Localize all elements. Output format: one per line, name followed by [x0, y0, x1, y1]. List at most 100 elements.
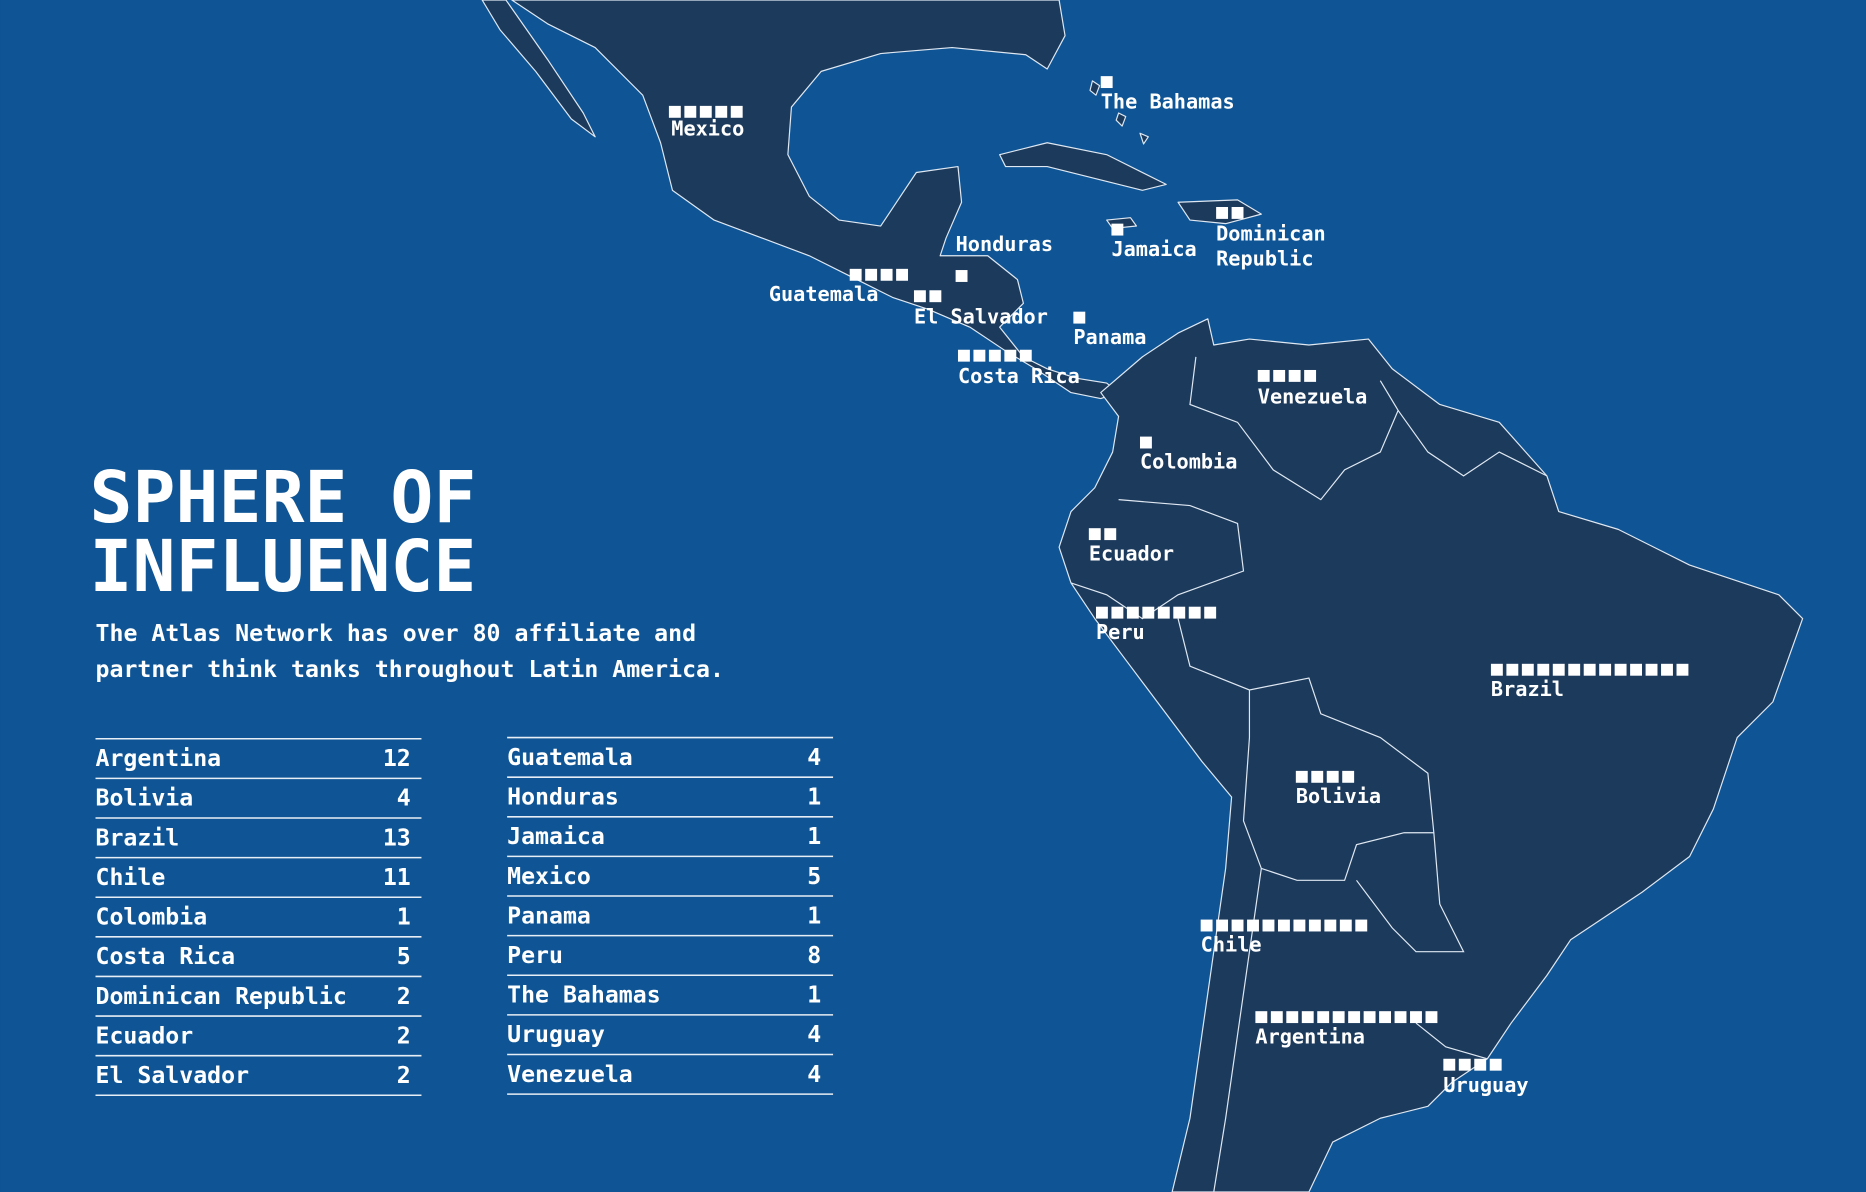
unit-square [1645, 663, 1658, 676]
unit-square [929, 290, 942, 303]
unit-square [1630, 663, 1643, 676]
unit-square [1111, 606, 1124, 619]
map-label: Honduras [955, 233, 1054, 257]
map-label: Peru [1095, 620, 1145, 645]
count-squares [913, 290, 942, 303]
country-count: 2 [397, 983, 411, 1010]
unit-square [1489, 1058, 1502, 1071]
unit-square [1004, 349, 1017, 362]
country-count: 5 [397, 943, 411, 970]
unit-square [1443, 1058, 1456, 1071]
unit-square [1614, 663, 1627, 676]
unit-square [1295, 770, 1308, 783]
map-label-box: Chile [1201, 934, 1262, 958]
unit-square [1521, 663, 1534, 676]
unit-square [1257, 369, 1270, 382]
map-label-box: Colombia [1139, 450, 1238, 475]
count-squares [1443, 1058, 1502, 1071]
unit-square [1019, 349, 1032, 362]
country-count: 12 [383, 745, 411, 772]
count-squares [1216, 206, 1244, 219]
map-label: El Salvador [913, 305, 1048, 330]
country-count: 4 [807, 1021, 821, 1048]
unit-square [1104, 528, 1117, 541]
unit-square [1216, 919, 1229, 932]
country-name: Chile [96, 864, 166, 891]
unit-square [1304, 369, 1317, 382]
unit-square [1599, 663, 1612, 676]
unit-square [1311, 770, 1324, 783]
unit-square [880, 268, 893, 281]
unit-square [849, 268, 862, 281]
unit-square [896, 268, 909, 281]
unit-square [1231, 919, 1244, 932]
country-name: Uruguay [507, 1021, 605, 1048]
unit-square [1095, 606, 1108, 619]
count-squares [1255, 1011, 1438, 1024]
unit-square [1425, 1011, 1438, 1024]
unit-square [1326, 770, 1339, 783]
unit-square [1231, 206, 1244, 219]
unit-square [715, 105, 728, 118]
unit-square [1339, 919, 1352, 932]
country-count: 8 [807, 942, 821, 969]
country-count: 2 [397, 1062, 411, 1089]
count-squares [1490, 663, 1689, 676]
unit-square [1348, 1011, 1361, 1024]
count-squares [1295, 770, 1355, 783]
map-label-box: Brazil [1491, 678, 1564, 702]
country-name: Dominican Republic [96, 983, 347, 1010]
map-label-box: Argentina [1255, 1025, 1365, 1050]
unit-square [1568, 663, 1581, 676]
country-name: Peru [507, 942, 563, 969]
unit-square [913, 290, 926, 303]
unit-square [1073, 311, 1086, 324]
country-name: Venezuela [507, 1061, 633, 1088]
map-label: Jamaica [1111, 237, 1197, 262]
unit-square [1394, 1011, 1407, 1024]
unit-square [1410, 1011, 1422, 1024]
unit-square [1458, 1058, 1471, 1071]
map-label-box: Dominican Republic [1216, 222, 1326, 272]
country-count: 5 [807, 863, 821, 890]
country-name: The Bahamas [507, 982, 661, 1009]
map-label-box: Uruguay [1443, 1074, 1529, 1099]
unit-square [1173, 606, 1186, 619]
country-name: Costa Rica [96, 943, 236, 970]
unit-square [1126, 606, 1139, 619]
country-name: Argentina [96, 745, 222, 772]
country-name: Honduras [507, 784, 619, 811]
unit-square [1288, 369, 1301, 382]
unit-square [1100, 76, 1113, 89]
unit-square [1506, 663, 1519, 676]
unit-square [1286, 1011, 1299, 1024]
count-squares [849, 268, 909, 281]
unit-square [1324, 919, 1337, 932]
map-label: Dominican Republic [1216, 222, 1326, 272]
map-label-box: The Bahamas [1101, 90, 1235, 114]
unit-square [1552, 663, 1565, 676]
map-label: Uruguay [1443, 1074, 1529, 1099]
unit-square [1293, 919, 1306, 932]
map-label-box: Mexico [671, 118, 744, 142]
country-count: 1 [397, 904, 411, 931]
description-box: The Atlas Network has over 80 affiliate … [96, 620, 724, 683]
unit-square [1247, 919, 1259, 932]
map-label: Colombia [1139, 450, 1238, 475]
unit-square [668, 105, 681, 118]
map-label: Ecuador [1088, 542, 1175, 567]
country-name: Jamaica [507, 823, 605, 850]
country-count: 4 [397, 785, 411, 812]
unit-square [1255, 1011, 1268, 1024]
unit-square [730, 105, 743, 118]
unit-square [1301, 1011, 1314, 1024]
unit-square [1200, 919, 1213, 932]
count-squares [1073, 311, 1086, 324]
unit-square [1273, 369, 1286, 382]
unit-square [1277, 919, 1290, 932]
count-squares [1200, 919, 1368, 932]
map-label: Argentina [1255, 1025, 1365, 1050]
unit-square [1270, 1011, 1283, 1024]
